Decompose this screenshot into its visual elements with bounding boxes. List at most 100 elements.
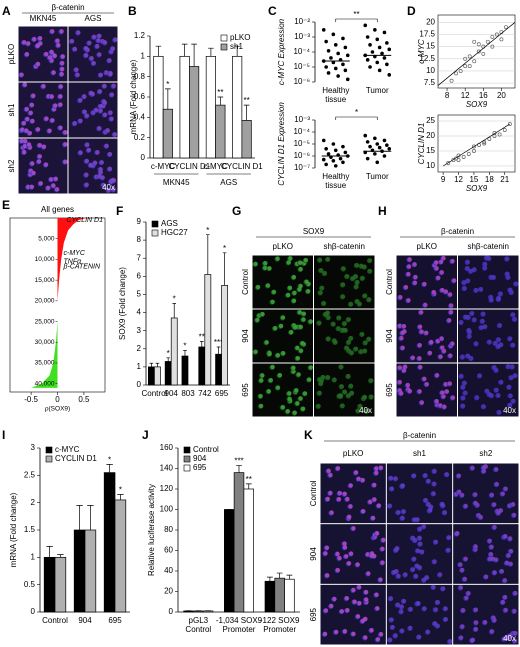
cell-stain [35, 43, 40, 49]
y-tick-label: 100 [160, 505, 174, 514]
cell-stain [362, 348, 368, 353]
cell-stain [480, 318, 485, 324]
cell-stain [29, 184, 35, 190]
cell-nucleus [465, 591, 471, 597]
x-tick-label: Control [42, 616, 68, 625]
cell-stain [458, 562, 463, 567]
cell-nucleus [417, 541, 423, 547]
point [338, 156, 343, 161]
cell-nucleus [488, 544, 494, 550]
point [336, 51, 340, 56]
image-title: β-catenin [441, 227, 474, 236]
cell-stain [98, 108, 103, 113]
cell-stain [94, 107, 99, 113]
cell-nucleus [425, 478, 431, 484]
cell-nucleus [464, 353, 471, 359]
cell-stain [399, 609, 404, 614]
point [363, 23, 368, 28]
bar [183, 610, 194, 613]
cell-nucleus [82, 45, 89, 52]
cell-nucleus [353, 262, 360, 269]
magnification: 40x [503, 406, 516, 415]
cell-nucleus [96, 89, 102, 95]
y-tick-label: 15 [426, 146, 435, 155]
cell-nucleus [341, 389, 348, 395]
point [485, 39, 490, 44]
cell-nucleus [463, 595, 469, 601]
cell-stain [307, 377, 312, 382]
x-tick-label: -122 SOX9 [260, 616, 300, 625]
cell-nucleus [498, 379, 504, 385]
cell-nucleus [483, 574, 489, 580]
cell-nucleus [368, 394, 374, 400]
cell-stain [422, 577, 427, 583]
significance: * [119, 486, 122, 495]
y-tick-label: 8 [137, 235, 142, 244]
legend-label: AGS [161, 219, 178, 228]
cell-stain [499, 568, 505, 574]
x-tick-label: -1,034 SOX9 [216, 616, 263, 625]
cell-stain [357, 584, 362, 590]
point [331, 142, 336, 146]
cell-nucleus [488, 297, 494, 303]
cell-stain [298, 348, 304, 353]
cell-stain [374, 531, 380, 536]
cell-stain [354, 262, 360, 268]
point [375, 160, 380, 165]
y-tick-label: 17.5 [419, 30, 435, 39]
cell-nucleus [462, 390, 468, 396]
bar [43, 556, 56, 613]
cell-nucleus [83, 52, 89, 59]
x-tick-label: 8 [445, 91, 450, 100]
y-axis-label: CYCLIN D1 Expression [277, 102, 286, 186]
column-label: shβ-catenin [467, 242, 509, 251]
cell-stain [388, 475, 394, 481]
cell-nucleus [362, 340, 368, 346]
cell-nucleus [339, 294, 346, 300]
cell-nucleus [106, 151, 113, 158]
cell-stain [470, 310, 475, 316]
cell-nucleus [479, 318, 485, 324]
cell-stain [397, 379, 402, 385]
cell-stain [49, 94, 55, 99]
cell-nucleus [101, 83, 107, 89]
cell-stain [300, 406, 306, 411]
cell-stain [399, 391, 404, 396]
y-tick-label: 10⁻⁴ [293, 127, 310, 136]
panel-letter: F [116, 204, 123, 218]
cell-stain [304, 279, 309, 284]
cell-stain [433, 607, 439, 612]
cell-stain [113, 37, 118, 42]
cell-stain [305, 288, 311, 294]
bar [84, 529, 97, 613]
cell-nucleus [399, 515, 405, 521]
cell-nucleus [464, 259, 470, 265]
legend-swatch [151, 220, 159, 228]
panel-letter: C [268, 4, 277, 18]
cell-nucleus [320, 300, 327, 307]
point [476, 49, 481, 54]
cell-nucleus [101, 112, 108, 118]
cell-stain [417, 389, 422, 394]
cell-stain [492, 570, 497, 575]
cell-stain [295, 401, 300, 406]
cell-stain [78, 150, 83, 155]
cell-nucleus [77, 97, 83, 104]
cell-nucleus [496, 323, 503, 329]
cell-stain [419, 309, 424, 315]
cell-stain [369, 378, 374, 383]
cell-stain [464, 595, 469, 601]
cell-nucleus [473, 287, 479, 294]
point [382, 56, 387, 60]
y-tick-label: 9 [137, 217, 142, 226]
cell-stain [97, 126, 102, 131]
cell-nucleus [101, 100, 107, 106]
cell-stain [432, 481, 437, 486]
x-axis-label: ρ(SOX9) [45, 406, 70, 413]
cell-nucleus [340, 327, 346, 333]
cell-stain [255, 317, 260, 323]
cell-nucleus [419, 549, 425, 555]
cell-stain [447, 292, 453, 297]
cell-nucleus [458, 492, 465, 498]
cell-stain [412, 280, 418, 285]
